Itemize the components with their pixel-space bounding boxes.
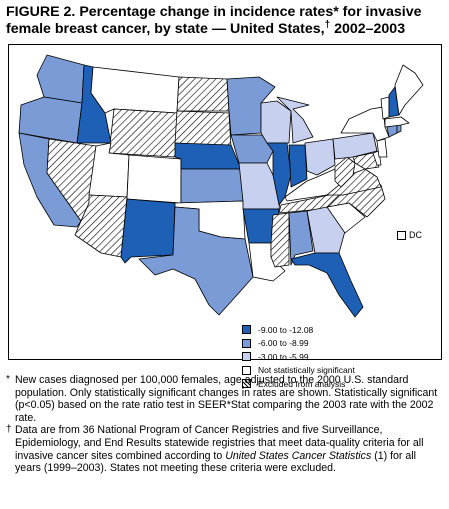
us-state-map: DC -9.00 to -12.08 -6.00 to -8.99 -3.00 …	[8, 44, 442, 389]
state-michigan	[276, 96, 314, 144]
state-south-dakota	[174, 110, 232, 148]
state-nebraska	[174, 142, 242, 170]
dc-indicator: DC	[397, 230, 422, 240]
footnote-text: New cases diagnosed per 100,000 females,…	[15, 374, 438, 424]
state-kansas	[180, 168, 244, 204]
state-washington	[36, 54, 85, 104]
legend-item-light: -3.00 to -5.99	[242, 350, 355, 364]
legend-label: -3.00 to -5.99	[258, 351, 309, 362]
legend-swatch	[242, 338, 251, 348]
state-indiana	[288, 144, 308, 188]
footnote-mark: †	[6, 424, 12, 436]
state-mississippi	[270, 212, 290, 268]
state-new-mexico	[120, 198, 176, 264]
state-rhode-island	[396, 124, 402, 134]
map-legend: -9.00 to -12.08 -6.00 to -8.99 -3.00 to …	[242, 323, 355, 391]
figure-title: FIGURE 2. Percentage change in incidence…	[6, 4, 444, 38]
footnote-dagger: † Data are from 36 National Program of C…	[6, 424, 444, 474]
legend-swatch-hatched	[242, 379, 251, 389]
footnote-asterisk: * New cases diagnosed per 100,000 female…	[6, 374, 444, 424]
footnote-italic: United States Cancer Statistics	[225, 449, 372, 462]
legend-swatch	[242, 325, 251, 335]
footnotes: * New cases diagnosed per 100,000 female…	[6, 374, 444, 475]
state-illinois	[266, 142, 292, 206]
footnote-mark: *	[6, 374, 10, 385]
state-massachusetts	[384, 116, 410, 128]
legend-label: -9.00 to -12.08	[258, 324, 314, 335]
state-montana	[90, 66, 180, 114]
title-line-1: FIGURE 2. Percentage change in incidence…	[6, 4, 422, 20]
state-north-carolina	[326, 184, 386, 218]
state-iowa	[230, 134, 274, 164]
state-texas	[138, 206, 254, 316]
footnote-text: (1) for all years (1999–2003). States no…	[15, 449, 416, 475]
legend-label: -6.00 to -8.99	[258, 338, 309, 349]
legend-item-not-significant: Not statistically significant	[242, 364, 355, 378]
state-wisconsin	[260, 100, 292, 144]
state-new-jersey	[376, 138, 388, 158]
state-ohio	[304, 138, 336, 176]
state-maine	[394, 64, 424, 116]
title-line-2: female breast cancer, by state — United …	[6, 19, 406, 37]
state-colorado	[126, 154, 182, 204]
legend-swatch	[242, 365, 251, 375]
state-maryland	[352, 152, 380, 170]
dc-swatch	[397, 230, 406, 240]
legend-item-excluded: Excluded from analysis	[242, 377, 355, 391]
footnote-text: Data are from 36 National Program of Can…	[15, 424, 424, 462]
map-svg	[18, 54, 424, 318]
dc-label: DC	[409, 230, 422, 240]
legend-label: Excluded from analysis	[258, 378, 346, 389]
state-north-dakota	[176, 76, 230, 112]
state-florida	[290, 252, 364, 318]
legend-swatch	[242, 352, 251, 362]
state-wyoming	[108, 108, 178, 158]
legend-item-medium: -6.00 to -8.99	[242, 337, 355, 351]
state-alabama	[288, 210, 314, 266]
legend-label: Not statistically significant	[258, 365, 355, 376]
state-pennsylvania	[332, 132, 378, 160]
legend-item-dark: -9.00 to -12.08	[242, 323, 355, 337]
